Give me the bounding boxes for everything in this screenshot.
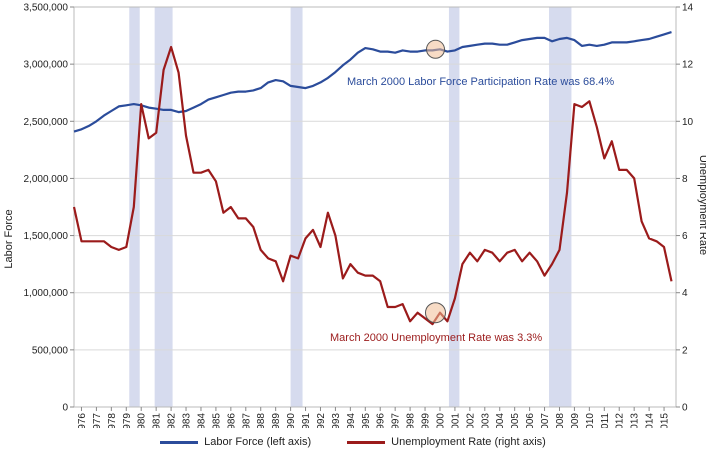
tick-labels: 0 0 500,000 2 1,000,000 4 1,500,000 6 2,000,000 8… [24,3,694,436]
x-tick-label: 1999 [421,413,432,428]
legend-swatch-labor-force [160,440,199,444]
series-line-unemployment-rate [72,45,673,326]
x-tick-label: 2005 [510,413,521,428]
x-tick-label: 1993 [331,413,342,428]
y-right-tick-label: 8 [682,174,688,185]
legend: Labor Force (left axis) Unemployment Rat… [0,432,706,452]
x-tick-label: 1989 [271,413,282,428]
x-tick-label: 2004 [495,413,506,428]
x-tick-label: 2001 [450,413,461,428]
legend-swatch-unemployment [347,440,386,444]
x-tick-label: 2000 [435,413,446,428]
x-tick-label: 2014 [645,413,656,428]
legend-item-labor-force: Labor Force (left axis) [160,436,311,448]
x-tick-label: 1977 [92,413,103,428]
series-line-labor-force [73,31,672,133]
x-tick-label: 1984 [196,413,207,428]
marker-labor-force-2000 [425,39,445,59]
grid-lines [74,63,676,351]
y-left-tick-label: 3,000,000 [24,60,69,71]
y-left-tick-label: 1,000,000 [24,288,69,299]
x-tick-label: 1983 [182,413,193,428]
x-tick-label: 1990 [286,413,297,428]
y-right-tick-label: 10 [682,117,694,128]
legend-item-unemployment: Unemployment Rate (right axis) [347,436,546,448]
y-right-tick-label: 6 [682,231,688,242]
annotation-unemployment: March 2000 Unemployment Rate was 3.3% [330,332,542,344]
x-tick-label: 1985 [211,413,222,428]
series-lines [72,31,673,326]
x-tick-label: 1994 [346,413,357,428]
x-tick-label: 1998 [406,413,417,428]
x-tick-label: 1982 [167,413,178,428]
highlight-markers [424,39,446,324]
x-tick-label: 1981 [152,413,163,428]
y-right-tick-label: 12 [682,60,694,71]
x-tick-label: 2003 [480,413,491,428]
y-axis-left-title: Labor Force [3,209,15,268]
x-tick-label: 1986 [226,413,237,428]
y-left-tick-label: 500,000 [32,345,69,356]
recession-band-2 [290,7,303,407]
x-tick-label: 1992 [316,413,327,428]
x-tick-label: 2012 [615,413,626,428]
x-tick-label: 2002 [465,413,476,428]
x-tick-label: 2008 [555,413,566,428]
x-tick-label: 1991 [301,413,312,428]
x-tick-label: 2006 [525,413,536,428]
legend-label-labor-force: Labor Force (left axis) [204,436,312,448]
chart-svg: 0 0 500,000 2 1,000,000 4 1,500,000 6 2,000,000 8… [3,3,706,436]
x-tick-label: 1978 [107,413,118,428]
marker-unemployment-2000 [424,302,446,324]
y-right-tick-label: 4 [682,288,688,299]
x-tick-label: 1976 [77,413,88,428]
y-right-tick-label: 14 [682,3,694,14]
x-tick-label: 2007 [540,413,551,428]
x-tick-label: 1987 [241,413,252,428]
recession-band-3 [448,7,460,407]
x-tick-label: 2013 [630,413,641,428]
x-tick-label: 2011 [600,413,611,428]
recession-bands [129,7,572,407]
x-tick-label: 1997 [391,413,402,428]
y-left-tick-label: 1,500,000 [24,231,69,242]
legend-label-unemployment: Unemployment Rate (right axis) [391,436,546,448]
y-right-tick-label: 2 [682,345,688,356]
y-left-tick-label: 2,000,000 [24,174,69,185]
x-tick-label: 1995 [361,413,372,428]
y-left-tick-label: 3,500,000 [24,3,69,14]
x-tick-label: 1979 [122,413,133,428]
x-tick-label: 2009 [570,413,581,428]
y-left-tick-label: 2,500,000 [24,117,69,128]
recession-band-4 [549,7,572,407]
y-axis-right-title: Unemployment Rate [697,155,706,255]
annotation-labor-force: March 2000 Labor Force Participation Rat… [347,76,614,88]
x-tick-label: 2010 [585,413,596,428]
x-tick-label: 1980 [137,413,148,428]
y-left-tick-label: 0 [62,403,68,414]
x-tick-label: 2015 [660,413,671,428]
x-tick-label: 1988 [256,413,267,428]
y-right-tick-label: 0 [682,403,688,414]
x-tick-label: 1996 [376,413,387,428]
